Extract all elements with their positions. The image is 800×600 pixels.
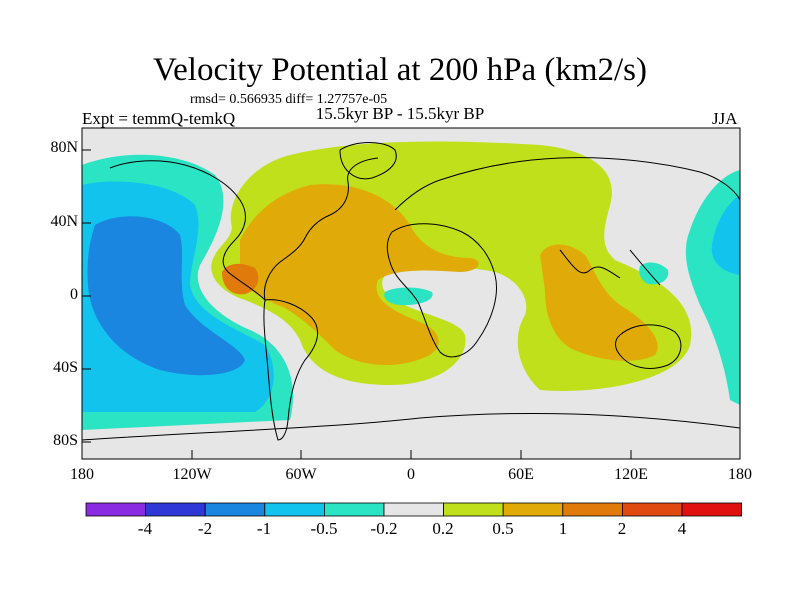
map-title: Velocity Potential at 200 hPa (km2/s): [152, 52, 648, 88]
antarctica-coast: [81, 412, 741, 441]
lat-label-80s: 80S: [53, 432, 78, 449]
lon-label-180e: 180: [728, 466, 752, 483]
stats-text: rmsd= 0.566935 diff= 1.27757e-05: [190, 92, 388, 107]
pacific-blue-region: [87, 216, 246, 376]
lon-label-120e: 120E: [614, 466, 648, 483]
colorbar-label: -1: [256, 519, 272, 538]
east-pacific-lightblue-region: [711, 195, 740, 275]
colorbar-swatch: [264, 502, 325, 517]
colorbar-swatch: [681, 502, 742, 517]
experiment-label: Expt = temmQ-temkQ: [82, 109, 236, 128]
lat-label-40n: 40N: [50, 213, 78, 230]
asia-gold-region: [540, 244, 658, 361]
central-america-orange-region: [222, 263, 259, 295]
colorbar: [85, 502, 742, 517]
lon-label-120w: 120W: [172, 466, 212, 483]
north-america-coast: [109, 157, 379, 302]
period-label: 15.5kyr BP - 15.5kyr BP: [315, 104, 485, 123]
lat-label-80n: 80N: [50, 139, 78, 156]
colorbar-label: 1: [558, 519, 568, 538]
lat-label-0: 0: [70, 286, 78, 303]
lon-label-60e: 60E: [508, 466, 534, 483]
colorbar-label: -0.5: [310, 519, 338, 538]
lon-label-180w: 180: [70, 466, 94, 483]
colorbar-swatch: [145, 502, 206, 517]
colorbar-label: 0.2: [432, 519, 454, 538]
africa-coast: [386, 223, 497, 358]
coastlines: [81, 142, 741, 441]
axis-ticks: [81, 149, 741, 459]
lon-label-0: 0: [407, 466, 415, 483]
colorbar-label: 2: [617, 519, 627, 538]
africa-cyan-patch: [384, 287, 433, 306]
colorbar-label: -2: [197, 519, 213, 538]
colorbar-swatch: [443, 502, 504, 517]
colorbar-swatch: [502, 502, 564, 517]
colorbar-label: -4: [137, 519, 153, 538]
season-label: JJA: [712, 109, 738, 128]
colorbar-label: -0.2: [370, 519, 398, 538]
colorbar-swatch: [204, 502, 266, 517]
lat-label-40s: 40S: [53, 359, 78, 376]
australia-coast: [615, 324, 682, 369]
south-america-coast: [263, 299, 319, 441]
colorbar-swatch: [323, 502, 385, 517]
east-asia-cyan-patch: [639, 262, 669, 285]
colorbar-swatch: [622, 502, 683, 517]
positive-gold-region: [240, 184, 479, 366]
colorbar-swatch: [383, 502, 444, 517]
colorbar-label: 0.5: [492, 519, 514, 538]
colorbar-swatch: [562, 502, 623, 517]
greenland-coast: [339, 142, 397, 180]
lon-label-60w: 60W: [285, 466, 317, 483]
contour-field: [82, 128, 740, 459]
eurasia-coast: [394, 157, 741, 286]
colorbar-label: 4: [677, 519, 687, 538]
colorbar-swatch: [85, 502, 146, 517]
